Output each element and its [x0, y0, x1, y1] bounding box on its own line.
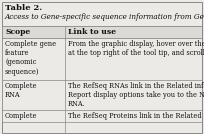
Bar — [2, 26, 202, 38]
Text: Scope: Scope — [5, 28, 30, 36]
Text: Table 2.: Table 2. — [5, 4, 42, 12]
Bar — [2, 38, 202, 80]
Text: Complete gene
feature
(genomic
sequence): Complete gene feature (genomic sequence) — [5, 40, 56, 76]
Text: From the graphic display, hover over the bar indicatin
at the top right of the t: From the graphic display, hover over the… — [68, 40, 204, 57]
Text: The RefSeq Proteins link in the Related information m→: The RefSeq Proteins link in the Related … — [68, 112, 204, 120]
Text: Complete
RNA: Complete RNA — [5, 82, 38, 99]
Text: Link to use: Link to use — [68, 28, 116, 36]
Bar — [2, 110, 202, 122]
Text: Complete: Complete — [5, 112, 38, 120]
Bar — [2, 80, 202, 110]
Text: Access to Gene-specific sequence information from Gene.: Access to Gene-specific sequence informa… — [5, 13, 204, 21]
Text: The RefSeq RNAs link in the Related information me
Report display options take y: The RefSeq RNAs link in the Related info… — [68, 82, 204, 108]
